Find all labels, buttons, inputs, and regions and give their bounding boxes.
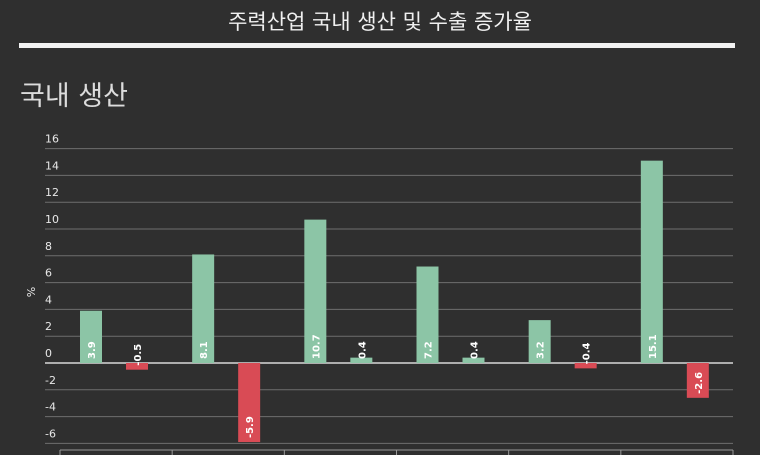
y-tick-label: 2 (45, 320, 52, 333)
y-tick-label: 0 (45, 347, 52, 360)
y-tick-label: 16 (45, 133, 59, 146)
data-label: -2.6 (694, 372, 705, 394)
label-layer: 3.9 8.1 10.7 7.2 3.2 15.1 -0.5 -5.9 0.4 0.4 -0.4 -2… (87, 334, 705, 438)
data-label: 3.2 (536, 341, 547, 359)
data-label: -0.5 (133, 344, 144, 366)
data-label: -0.4 (582, 342, 593, 364)
data-label: 3.9 (87, 341, 98, 359)
y-tick-label: 6 (45, 267, 52, 280)
y-axis-label: % (25, 287, 38, 297)
y-tick-label: 12 (45, 186, 59, 199)
bar (574, 363, 597, 369)
bar (80, 310, 102, 363)
y-tick-label: -2 (45, 374, 56, 387)
y-tick-label: 4 (45, 293, 52, 306)
data-label: -5.9 (245, 416, 256, 438)
page-title: 주력산업 국내 생산 및 수출 증가율 (228, 10, 532, 34)
bar (686, 363, 709, 398)
title-divider (19, 43, 735, 48)
y-tick-label: 10 (45, 213, 59, 226)
y-tick-label: -6 (45, 427, 56, 440)
bar (528, 320, 551, 363)
data-label: 0.4 (470, 341, 481, 359)
bar (126, 363, 148, 370)
data-label: 8.1 (199, 341, 210, 359)
bar (416, 266, 439, 363)
y-tick-label: 8 (45, 240, 52, 253)
bar (304, 219, 327, 363)
y-tick-label: 14 (45, 159, 59, 172)
section-title: 국내 생산 (20, 81, 128, 112)
bar (640, 160, 663, 363)
y-tick-label: -4 (45, 401, 56, 414)
bar-layer (80, 160, 709, 443)
data-label: 0.4 (357, 341, 368, 359)
bar (462, 357, 485, 363)
data-label: 10.7 (311, 334, 322, 359)
bar (192, 254, 215, 363)
data-label: 15.1 (648, 334, 659, 359)
bar (350, 357, 373, 363)
data-label: 7.2 (424, 341, 435, 359)
grid-layer (45, 148, 733, 444)
axis-layer: -6 -4 -2 0 2 4 6 8 10 12 14 16% (25, 133, 734, 455)
bar (238, 363, 261, 443)
